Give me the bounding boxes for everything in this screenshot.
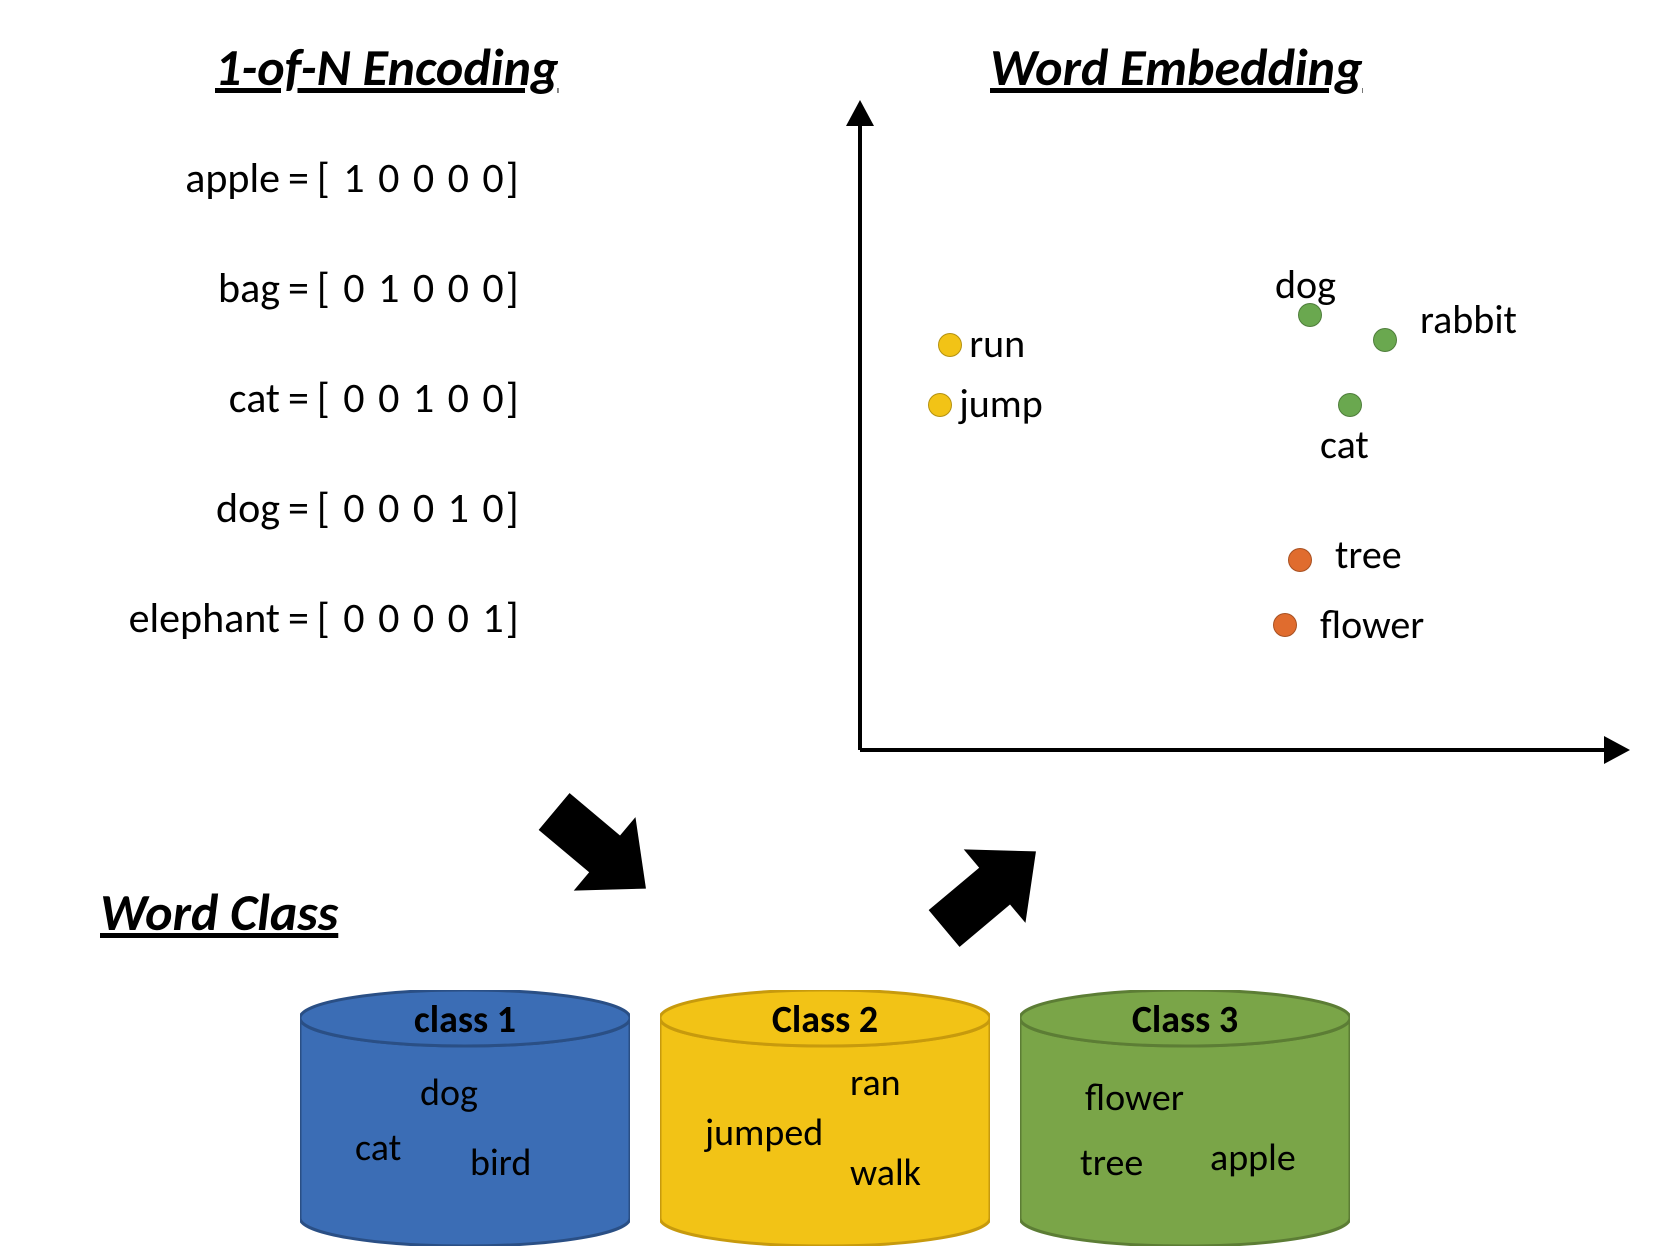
class-word: dog	[420, 1070, 478, 1116]
scatter-label: dog	[1275, 260, 1336, 309]
scatter-label: run	[969, 319, 1025, 368]
scatter-label: tree	[1335, 530, 1402, 579]
class-cylinder: Class 2 ran jumped walk	[660, 990, 990, 1246]
class-word: tree	[1080, 1140, 1143, 1186]
scatter-label: jump	[959, 379, 1043, 428]
class-word: ran	[850, 1060, 901, 1106]
class-label: Class 2	[660, 997, 990, 1043]
class-label: class 1	[300, 997, 630, 1043]
class-cylinder: Class 3 flower tree apple	[1020, 990, 1350, 1246]
scatter-dot	[1288, 548, 1312, 572]
class-word: cat	[355, 1125, 401, 1171]
class-word: walk	[850, 1150, 921, 1196]
scatter-label: cat	[1320, 420, 1369, 469]
scatter-label: rabbit	[1420, 295, 1517, 344]
scatter-label: flower	[1320, 600, 1424, 649]
scatter-dot	[928, 393, 952, 417]
scatter-dot	[1273, 613, 1297, 637]
class-cylinder: class 1 dogcat bird	[300, 990, 630, 1246]
class-label: Class 3	[1020, 997, 1350, 1043]
class-word: jumped	[705, 1110, 823, 1156]
scatter-dot	[938, 333, 962, 357]
scatter-dot	[1373, 328, 1397, 352]
class-word: apple	[1210, 1135, 1296, 1181]
scatter-dot	[1338, 393, 1362, 417]
class-word: flower	[1085, 1075, 1184, 1121]
class-word: bird	[470, 1140, 531, 1186]
